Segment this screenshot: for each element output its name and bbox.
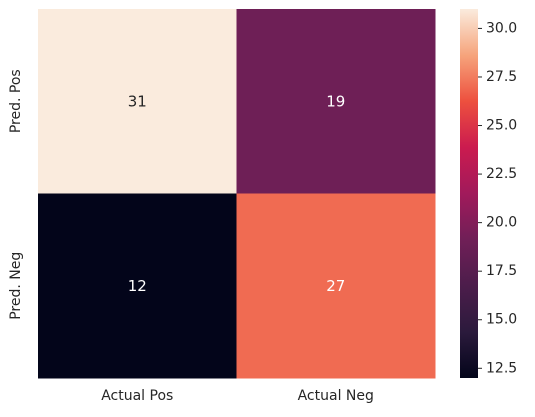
cell-value-r1-c1: 27	[326, 277, 345, 295]
cell-value-r0-c1: 19	[326, 92, 345, 110]
colorbar-tick-label-7: 30.0	[486, 20, 517, 36]
y-tick-label-1: Pred. Neg	[8, 252, 24, 320]
colorbar-gradient	[460, 9, 478, 378]
heatmap-cell-r1-c0	[38, 193, 237, 379]
heatmap-cell-r1-c1	[236, 193, 436, 379]
y-tick-label-0: Pred. Pos	[8, 69, 24, 133]
colorbar-tick-label-1: 15.0	[486, 312, 517, 328]
y-axis-ticks: Pred. Pos Pred. Neg	[8, 69, 24, 319]
heatmap-cell-r0-c1	[236, 9, 436, 194]
x-axis-ticks: Actual Pos Actual Neg	[101, 388, 374, 404]
colorbar-tick-label-4: 22.5	[486, 166, 517, 182]
colorbar: 12.5 15.0 17.5 20.0 22.5 25.0 27.5 30.0	[460, 9, 517, 378]
colorbar-tick-label-0: 12.5	[486, 360, 517, 376]
heatmap-cells	[38, 9, 436, 379]
cell-value-r0-c0: 31	[128, 92, 147, 110]
x-tick-label-0: Actual Pos	[101, 388, 173, 404]
colorbar-tick-label-3: 20.0	[486, 215, 517, 231]
colorbar-tick-label-2: 17.5	[486, 263, 517, 279]
colorbar-tick-label-6: 27.5	[486, 69, 517, 85]
x-tick-label-1: Actual Neg	[298, 388, 374, 404]
cell-value-r1-c0: 12	[128, 277, 147, 295]
heatmap-cell-r0-c0	[38, 9, 237, 194]
cell-value-labels: 31 19 12 27	[128, 92, 346, 295]
colorbar-tick-label-5: 25.0	[486, 118, 517, 134]
